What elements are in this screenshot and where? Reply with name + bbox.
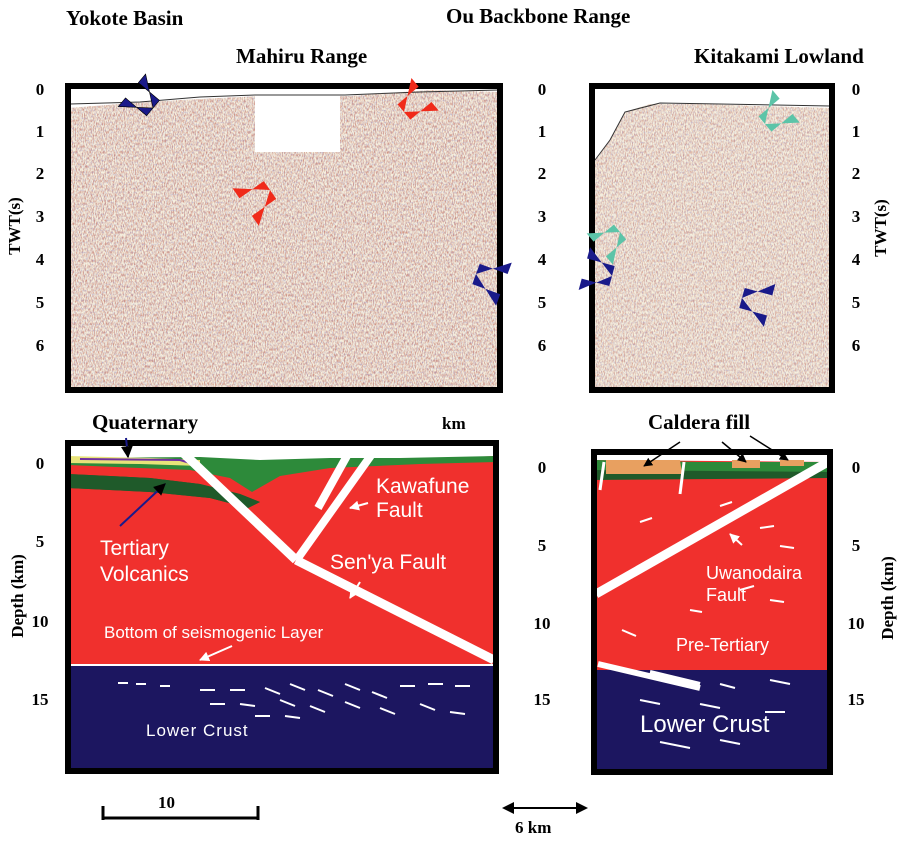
label-lower-crust-left: Lower Crust	[146, 721, 249, 740]
label-kawafune-line1: Kawafune	[376, 475, 470, 498]
title-ou-backbone-range: Ou Backbone Range	[446, 4, 631, 28]
quaternary-pointer	[120, 437, 133, 459]
kawafune-fault-trace-2	[294, 451, 376, 561]
twt-tick-right-2: 2	[851, 164, 861, 183]
label-quaternary: Quaternary	[92, 410, 199, 434]
scale-bar-right	[502, 802, 588, 814]
km-label: km	[442, 414, 466, 433]
seismic-section-right	[589, 83, 835, 393]
caldera-pointer-1	[643, 441, 681, 467]
arrow-navy-top-left	[117, 73, 160, 117]
title-mahiru-range: Mahiru Range	[236, 44, 368, 68]
label-pre-tertiary: Pre-Tertiary	[676, 635, 770, 655]
scale-bar-left	[101, 806, 260, 820]
arrow-red-middle	[232, 181, 277, 226]
label-uwanodaira-line1: Uwanodaira	[706, 563, 803, 583]
senya-pointer	[349, 581, 361, 599]
twt-tick-left-4: 4	[35, 250, 45, 269]
depth-tick-left-15: 15	[31, 690, 49, 709]
depth-tick-mid-15: 15	[533, 690, 551, 709]
lower-crust-layer-left	[68, 665, 496, 771]
uwanodaira-pointer	[729, 533, 743, 546]
tertiary-pointer	[119, 483, 166, 527]
twt-tick-right-4: 4	[851, 250, 861, 269]
depth-axis-label-left: Depth (km)	[7, 554, 27, 638]
lower-crust-layer-right	[594, 670, 830, 772]
twt-tick-mid-1: 1	[537, 122, 547, 141]
label-caldera-fill: Caldera fill	[648, 410, 751, 434]
twt-axis-label-right: TWT(s)	[870, 199, 890, 257]
twt-tick-left-6: 6	[35, 336, 45, 355]
seismic-section-left	[65, 83, 503, 393]
twt-tick-right-3: 3	[851, 207, 861, 226]
twt-tick-left-0: 0	[35, 80, 45, 99]
depth-tick-right-10: 10	[847, 614, 865, 633]
twt-tick-mid-4: 4	[537, 250, 547, 269]
label-bottom-seismogenic: Bottom of seismogenic Layer	[104, 623, 324, 642]
twt-tick-left-5: 5	[35, 293, 45, 312]
lower-crust-reflectors-right	[597, 661, 791, 749]
kawafune-fault-trace-1	[314, 452, 352, 510]
twt-tick-mid-5: 5	[537, 293, 547, 312]
caldera-pointer-3	[749, 435, 789, 461]
bottom-seis-pointer	[199, 645, 233, 661]
geologic-section-left	[65, 440, 499, 774]
twt-tick-right-6: 6	[851, 336, 861, 355]
uwanodaira-fault-trace	[593, 458, 831, 598]
twt-tick-mid-3: 3	[537, 207, 547, 226]
scale-right-label: 6 km	[515, 818, 552, 837]
twt-axis-label-left: TWT(s)	[4, 197, 24, 255]
label-lower-crust-right: Lower Crust	[640, 711, 770, 738]
caldera-pointer-2	[721, 441, 747, 463]
title-yokote-basin: Yokote Basin	[66, 6, 184, 30]
depth-tick-left-5: 5	[35, 532, 45, 551]
depth-tick-left-10: 10	[31, 612, 49, 631]
arrow-teal-top	[758, 90, 800, 132]
twt-tick-right-5: 5	[851, 293, 861, 312]
depth-tick-right-0: 0	[851, 458, 861, 477]
depth-tick-right-15: 15	[847, 690, 865, 709]
scale-left-label: 10	[158, 793, 175, 812]
depth-tick-mid-5: 5	[537, 536, 547, 555]
depth-tick-mid-0: 0	[537, 458, 547, 477]
depth-tick-right-5: 5	[851, 536, 861, 555]
arrow-navy-between-left	[472, 262, 512, 306]
arrow-navy-bottom-right	[739, 284, 776, 327]
twt-tick-mid-0: 0	[537, 80, 547, 99]
twt-tick-right-0: 0	[851, 80, 861, 99]
twt-tick-left-2: 2	[35, 164, 45, 183]
senya-fault-trace	[174, 444, 300, 564]
data-gap-left	[255, 92, 340, 152]
arrow-teal-middle	[586, 224, 627, 265]
caldera-fill-block-1	[606, 460, 682, 474]
depth-tick-left-0: 0	[35, 454, 45, 473]
depth-tick-mid-10: 10	[533, 614, 551, 633]
twt-tick-left-3: 3	[35, 207, 45, 226]
twt-tick-left-1: 1	[35, 122, 45, 141]
twt-tick-mid-2: 2	[537, 164, 547, 183]
twt-tick-right-1: 1	[851, 122, 861, 141]
label-kawafune-line2: Fault	[376, 499, 423, 522]
label-uwanodaira-line2: Fault	[706, 585, 747, 605]
caldera-fill-block-3	[780, 460, 804, 466]
depth-axis-label-right: Depth (km)	[877, 556, 897, 640]
title-kitakami-lowland: Kitakami Lowland	[694, 44, 864, 68]
label-senya-fault: Sen'ya Fault	[330, 551, 447, 574]
pre-tertiary-reflectors	[621, 501, 795, 637]
arrow-red-top	[397, 78, 439, 120]
twt-tick-mid-6: 6	[537, 336, 547, 355]
arrow-navy-between-right	[578, 247, 615, 290]
lower-crust-reflectors-left	[118, 682, 470, 719]
geologic-section-right	[591, 449, 833, 775]
label-tertiary-line2: Volcanics	[100, 563, 189, 586]
kawafune-pointer	[349, 500, 369, 511]
label-tertiary-line1: Tertiary	[100, 537, 169, 560]
